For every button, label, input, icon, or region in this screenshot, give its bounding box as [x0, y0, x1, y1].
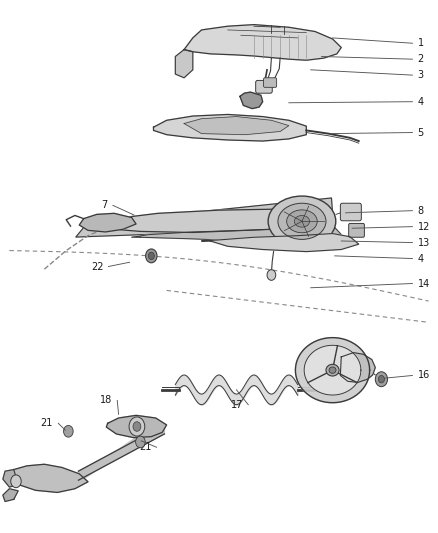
Ellipse shape — [326, 365, 339, 376]
Circle shape — [129, 417, 145, 436]
Polygon shape — [175, 50, 193, 78]
Ellipse shape — [268, 196, 336, 247]
Text: 17: 17 — [231, 400, 243, 410]
Circle shape — [11, 475, 21, 488]
Circle shape — [148, 252, 154, 260]
Text: 21: 21 — [139, 442, 151, 452]
Text: 8: 8 — [418, 206, 424, 216]
Polygon shape — [76, 198, 334, 237]
Polygon shape — [340, 353, 375, 382]
Text: 4: 4 — [418, 96, 424, 107]
Polygon shape — [184, 117, 289, 135]
FancyBboxPatch shape — [340, 203, 361, 221]
Circle shape — [64, 425, 73, 437]
Text: 4: 4 — [418, 254, 424, 263]
FancyBboxPatch shape — [264, 78, 277, 87]
Circle shape — [146, 249, 157, 263]
Ellipse shape — [278, 203, 326, 239]
Text: 3: 3 — [418, 70, 424, 80]
Polygon shape — [3, 489, 18, 502]
Circle shape — [267, 270, 276, 280]
Text: 14: 14 — [418, 279, 430, 288]
FancyBboxPatch shape — [256, 80, 272, 93]
Text: 1: 1 — [418, 38, 424, 48]
Text: 22: 22 — [91, 262, 103, 271]
Text: 21: 21 — [41, 418, 53, 429]
Polygon shape — [304, 345, 361, 395]
Text: 2: 2 — [418, 54, 424, 64]
Ellipse shape — [287, 210, 317, 233]
Circle shape — [136, 436, 145, 448]
Polygon shape — [201, 233, 359, 252]
Ellipse shape — [329, 367, 336, 373]
Text: 18: 18 — [100, 395, 112, 406]
Polygon shape — [79, 213, 136, 232]
Circle shape — [378, 375, 385, 383]
Polygon shape — [240, 92, 263, 109]
Text: 16: 16 — [418, 370, 430, 381]
Text: 7: 7 — [102, 200, 108, 211]
Polygon shape — [295, 337, 370, 403]
Polygon shape — [132, 225, 341, 243]
Polygon shape — [97, 209, 332, 232]
Text: 12: 12 — [418, 222, 430, 232]
Polygon shape — [78, 425, 164, 480]
Polygon shape — [10, 464, 88, 492]
Text: 5: 5 — [418, 127, 424, 138]
Polygon shape — [106, 415, 166, 438]
Polygon shape — [184, 25, 341, 60]
Polygon shape — [153, 115, 306, 141]
Polygon shape — [3, 470, 18, 487]
FancyBboxPatch shape — [349, 223, 364, 237]
Text: 13: 13 — [418, 238, 430, 247]
Circle shape — [375, 372, 388, 386]
Ellipse shape — [294, 215, 310, 227]
Circle shape — [133, 422, 141, 431]
